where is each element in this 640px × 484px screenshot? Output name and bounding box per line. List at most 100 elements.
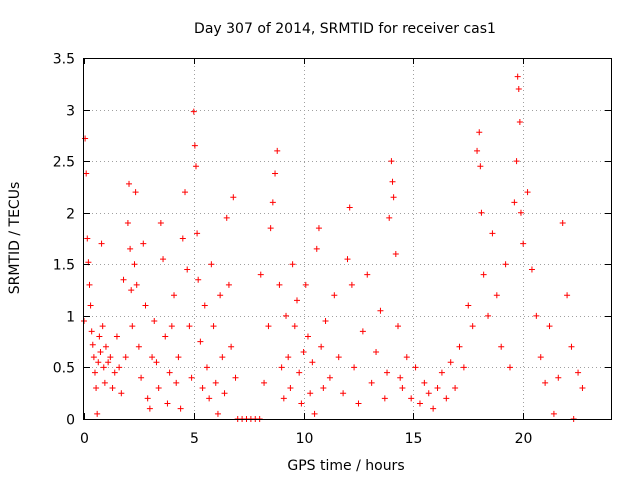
data-point bbox=[298, 400, 305, 407]
data-point bbox=[514, 73, 521, 80]
data-point bbox=[546, 323, 553, 330]
data-point bbox=[232, 374, 239, 381]
plot-frame bbox=[83, 58, 612, 420]
data-point bbox=[390, 194, 397, 201]
data-point bbox=[307, 390, 314, 397]
data-point bbox=[502, 261, 509, 268]
y-tick-label: 2 bbox=[66, 207, 75, 223]
data-point bbox=[340, 390, 347, 397]
data-point bbox=[102, 343, 109, 350]
data-point bbox=[90, 354, 97, 361]
data-point bbox=[203, 364, 210, 371]
data-point bbox=[166, 369, 173, 376]
data-point bbox=[397, 374, 404, 381]
data-point bbox=[129, 323, 136, 330]
data-point bbox=[126, 180, 133, 187]
x-tick-label: 15 bbox=[405, 431, 423, 447]
data-point bbox=[515, 85, 522, 92]
data-point bbox=[210, 323, 217, 330]
data-point bbox=[296, 369, 303, 376]
data-point bbox=[107, 354, 114, 361]
data-point bbox=[421, 379, 428, 386]
data-point bbox=[144, 395, 151, 402]
data-point bbox=[564, 292, 571, 299]
data-point bbox=[157, 220, 164, 227]
data-point bbox=[164, 400, 171, 407]
data-point bbox=[155, 385, 162, 392]
data-point bbox=[120, 276, 127, 283]
data-point bbox=[127, 245, 134, 252]
data-point bbox=[309, 359, 316, 366]
data-point bbox=[364, 271, 371, 278]
data-point bbox=[513, 158, 520, 165]
data-point bbox=[93, 385, 100, 392]
data-point bbox=[559, 220, 566, 227]
data-point bbox=[447, 359, 454, 366]
data-point bbox=[388, 158, 395, 165]
data-point bbox=[175, 354, 182, 361]
data-point bbox=[124, 220, 131, 227]
data-point bbox=[201, 302, 208, 309]
data-point bbox=[300, 348, 307, 355]
data-point bbox=[95, 359, 102, 366]
data-point bbox=[542, 379, 549, 386]
data-point bbox=[416, 400, 423, 407]
data-point bbox=[285, 354, 292, 361]
data-point bbox=[399, 385, 406, 392]
data-point bbox=[289, 261, 296, 268]
data-point bbox=[291, 323, 298, 330]
data-point bbox=[368, 379, 375, 386]
data-point bbox=[359, 328, 366, 335]
data-point bbox=[97, 348, 104, 355]
data-point bbox=[355, 400, 362, 407]
data-point bbox=[520, 240, 527, 247]
data-point bbox=[96, 333, 103, 340]
data-point bbox=[516, 118, 523, 125]
data-point bbox=[287, 385, 294, 392]
data-point bbox=[344, 256, 351, 263]
data-point bbox=[452, 385, 459, 392]
data-point bbox=[149, 354, 156, 361]
data-point bbox=[153, 359, 160, 366]
data-point bbox=[480, 271, 487, 278]
data-point bbox=[537, 354, 544, 361]
data-point bbox=[88, 328, 95, 335]
data-point bbox=[94, 410, 101, 417]
data-point bbox=[87, 302, 94, 309]
x-tick-label: 20 bbox=[515, 431, 533, 447]
y-tick-label: 3 bbox=[66, 104, 75, 120]
data-point bbox=[160, 256, 167, 263]
data-point bbox=[469, 323, 476, 330]
data-point bbox=[511, 199, 518, 206]
data-point bbox=[315, 225, 322, 232]
data-point bbox=[100, 364, 107, 371]
data-point bbox=[460, 364, 467, 371]
data-point bbox=[89, 341, 96, 348]
data-point bbox=[311, 410, 318, 417]
data-point bbox=[276, 281, 283, 288]
data-point bbox=[162, 333, 169, 340]
data-point bbox=[293, 297, 300, 304]
data-point bbox=[348, 281, 355, 288]
data-point bbox=[212, 379, 219, 386]
data-point bbox=[214, 410, 221, 417]
x-tick-label: 0 bbox=[80, 431, 89, 447]
data-point bbox=[111, 369, 118, 376]
data-point bbox=[230, 194, 237, 201]
data-point bbox=[101, 379, 108, 386]
data-point bbox=[389, 178, 396, 185]
data-point bbox=[335, 354, 342, 361]
x-tick-label: 10 bbox=[296, 431, 314, 447]
data-point bbox=[438, 369, 445, 376]
data-point bbox=[221, 390, 228, 397]
data-point bbox=[261, 379, 268, 386]
data-point bbox=[320, 385, 327, 392]
data-point bbox=[304, 333, 311, 340]
data-point bbox=[524, 189, 531, 196]
data-point bbox=[182, 189, 189, 196]
data-point bbox=[351, 364, 358, 371]
data-point bbox=[194, 230, 201, 237]
data-point bbox=[568, 343, 575, 350]
data-point bbox=[493, 292, 500, 299]
